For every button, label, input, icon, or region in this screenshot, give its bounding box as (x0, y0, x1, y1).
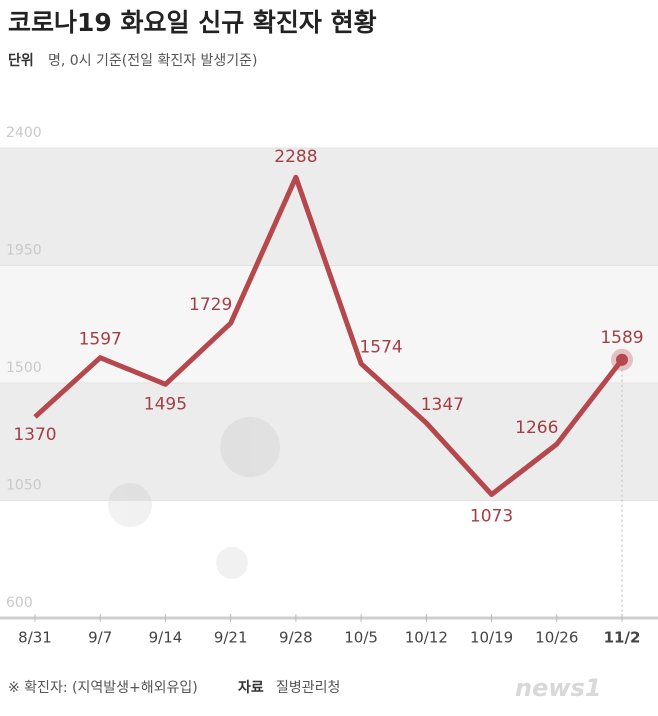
data-label: 1266 (515, 418, 558, 438)
data-label: 1574 (359, 338, 402, 358)
x-tick-label: 10/19 (470, 629, 513, 647)
grid-band (0, 383, 658, 501)
data-label: 2288 (274, 147, 317, 167)
x-tick-label: 11/2 (604, 629, 641, 647)
point (616, 353, 628, 366)
note: ※ 확진자: (지역발생+해외유입) (8, 680, 198, 696)
source: 질병관리청 (276, 680, 340, 696)
grid-band (0, 265, 658, 383)
chart-title: 코로나19 화요일 신규 확진자 현황 (8, 8, 377, 37)
x-tick-label: 9/21 (214, 629, 248, 647)
x-tick-label: 10/26 (535, 629, 578, 647)
virus-decoration (108, 417, 280, 579)
data-label: 1370 (13, 425, 56, 445)
data-label: 1495 (144, 394, 187, 414)
x-tick-label: 10/5 (344, 629, 378, 647)
grid-band (0, 148, 658, 266)
data-label: 1729 (189, 295, 232, 315)
grid-band (0, 500, 658, 618)
unit-label: 단위 (8, 52, 34, 69)
x-tick-label: 9/14 (149, 629, 183, 647)
unit: 명, 0시 기준(전일 확진자 발생기준) (48, 53, 258, 69)
y-tick-label: 1050 (6, 478, 42, 494)
x-tick-label: 9/28 (279, 629, 313, 647)
data-label: 1347 (421, 395, 464, 415)
y-tick-label: 1950 (6, 243, 42, 259)
y-tick-label: 600 (6, 595, 33, 611)
logo: news1 (515, 674, 602, 702)
x-tick-label: 8/31 (18, 629, 52, 647)
source-label: 자료 (238, 680, 264, 696)
data-label: 1597 (79, 330, 122, 350)
line (33, 174, 624, 497)
data-label: 1589 (600, 328, 643, 348)
data-label: 1073 (470, 506, 513, 526)
x-tick-label: 10/12 (405, 629, 448, 647)
y-tick-label: 2400 (6, 125, 42, 141)
x-tick-label: 9/7 (88, 629, 112, 647)
y-tick-label: 1500 (6, 360, 42, 376)
